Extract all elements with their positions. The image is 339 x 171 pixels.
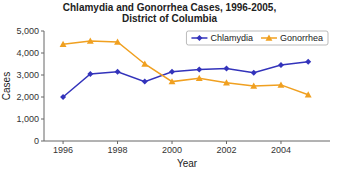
y-axis-line <box>44 31 45 141</box>
y-tick-label: 4,000 <box>16 48 39 58</box>
legend-label: Gonorrhea <box>280 33 323 43</box>
series-line <box>63 41 308 95</box>
series-marker <box>223 65 229 71</box>
chart: Chlamydia and Gonorrhea Cases, 1996-2005… <box>0 0 339 171</box>
y-tick <box>41 97 44 98</box>
series-marker <box>305 59 311 65</box>
series-marker <box>169 69 175 75</box>
legend-marker <box>196 35 202 41</box>
x-tick-label: 1998 <box>108 145 128 155</box>
x-axis-line <box>44 141 330 142</box>
y-axis-label: Cases <box>1 72 12 100</box>
x-tick <box>226 141 227 144</box>
legend-frame <box>186 31 328 45</box>
chart-container: Chlamydia and Gonorrhea Cases, 1996-2005… <box>0 0 339 171</box>
series-marker <box>223 79 230 85</box>
y-tick <box>41 53 44 54</box>
x-tick <box>117 141 118 144</box>
series-marker <box>87 37 94 43</box>
series-marker <box>60 41 67 47</box>
series-marker <box>60 94 66 100</box>
series-marker <box>278 62 284 68</box>
series-marker <box>251 70 257 76</box>
y-tick <box>41 75 44 76</box>
title: Chlamydia and Gonorrhea Cases, 1996-2005… <box>63 2 277 24</box>
series-marker <box>115 69 121 75</box>
y-tick-label: 1,000 <box>16 114 39 124</box>
y-tick <box>41 31 44 32</box>
x-tick-label: 2004 <box>271 145 291 155</box>
x-tick-label: 2000 <box>162 145 182 155</box>
x-tick <box>172 141 173 144</box>
series-marker <box>250 83 257 89</box>
series-marker <box>305 91 312 97</box>
title-line: Chlamydia and Gonorrhea Cases, 1996-2005… <box>63 2 277 13</box>
y-tick-label: 3,000 <box>16 70 39 80</box>
series-marker <box>196 75 203 81</box>
series-marker <box>196 67 202 73</box>
series-marker <box>141 61 148 67</box>
x-tick-label: 1996 <box>53 145 73 155</box>
legend: Chlamydia Gonorrhea <box>186 31 328 45</box>
legend-marker <box>266 35 273 41</box>
series-marker <box>169 78 176 84</box>
y-tick <box>41 119 44 120</box>
y-tick-label: 0 <box>34 136 39 146</box>
legend-label: Chlamydia <box>210 33 253 43</box>
y-tick-label: 2,000 <box>16 92 39 102</box>
series-marker <box>142 79 148 85</box>
plot-area <box>60 37 312 100</box>
y-tick-label: 5,000 <box>16 26 39 36</box>
series-marker <box>278 81 285 87</box>
x-tick <box>63 141 64 144</box>
x-axis-label: Year <box>177 158 198 169</box>
x-tick <box>280 141 281 144</box>
series-marker <box>114 39 121 45</box>
y-tick <box>41 141 44 142</box>
x-tick-label: 2002 <box>216 145 236 155</box>
title-line: District of Columbia <box>122 13 217 24</box>
series-marker <box>87 71 93 77</box>
